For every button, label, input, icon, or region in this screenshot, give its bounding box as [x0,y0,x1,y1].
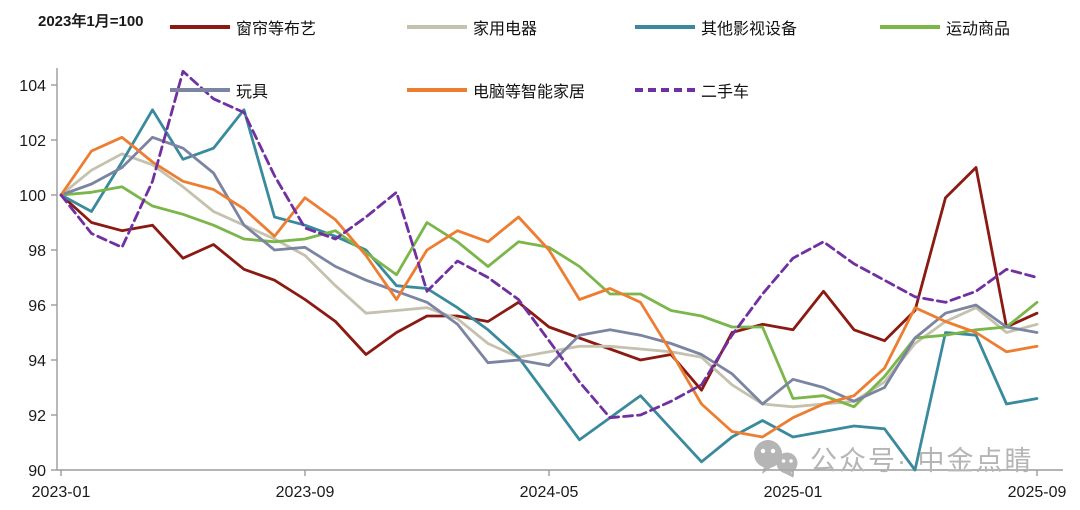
index-base-note: 2023年1月=100 [38,13,144,30]
series-line-电脑等智能家居 [59,135,1039,439]
y-tick-label: 94 [28,353,46,370]
legend-swatch-窗帘等布艺 [170,25,230,29]
legend-label: 运动商品 [946,21,1011,38]
x-tick-label: 2024-05 [520,484,579,501]
legend-label: 电脑等智能家居 [473,84,586,101]
legend-label: 窗帘等布艺 [236,21,317,38]
legend-item-玩具: 玩具 [170,79,268,101]
legend-label: 二手车 [701,84,750,101]
y-tick-label: 90 [28,463,46,480]
series-line-其他影视设备 [59,108,1039,472]
legend-item-运动商品: 运动商品 [880,16,1010,38]
wechat-icon [754,440,798,478]
series-line-二手车 [59,69,1039,420]
legend-item-其他影视设备: 其他影视设备 [635,16,797,38]
y-tick-label: 96 [28,298,46,315]
legend-item-家用电器: 家用电器 [407,16,537,38]
y-tick-label: 98 [28,243,46,260]
series-line-玩具 [59,135,1039,406]
x-tick-label: 2023-01 [32,484,91,501]
legend-label: 玩具 [236,84,269,101]
legend-swatch-玩具 [170,88,230,92]
legend-label: 其他影视设备 [701,21,798,38]
legend-swatch-二手车 [635,88,695,92]
x-tick-label: 2025-09 [1008,484,1067,501]
y-tick-label: 102 [19,133,46,150]
series-line-窗帘等布艺 [59,166,1039,392]
y-tick-label: 92 [28,408,46,425]
legend-item-二手车: 二手车 [635,79,749,101]
x-tick-label: 2025-01 [764,484,823,501]
series-line-运动商品 [59,185,1039,409]
legend-item-窗帘等布艺: 窗帘等布艺 [170,16,316,38]
watermark-text: 公众号· 中金点睛 [810,445,1034,476]
y-tick-label: 100 [19,188,46,205]
legend-item-电脑等智能家居: 电脑等智能家居 [407,79,585,101]
legend-swatch-电脑等智能家居 [407,88,467,92]
legend-swatch-运动商品 [880,25,940,29]
x-tick-label: 2023-09 [276,484,335,501]
legend-swatch-其他影视设备 [635,25,695,29]
legend-swatch-家用电器 [407,25,467,29]
legend-label: 家用电器 [473,21,538,38]
y-tick-label: 104 [19,78,46,95]
watermark: 公众号· 中金点睛 [750,438,1034,478]
